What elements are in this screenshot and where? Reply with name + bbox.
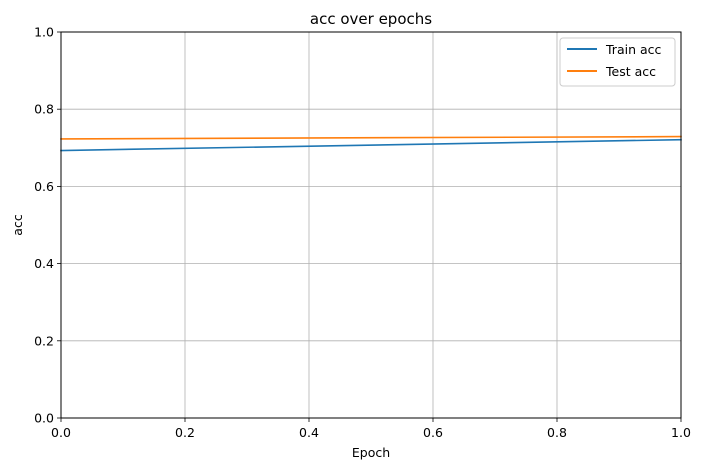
x-tick-label: 0.0	[51, 425, 71, 440]
y-tick-label: 0.0	[34, 411, 54, 426]
x-tick-label: 0.6	[423, 425, 443, 440]
plot-frame	[60, 31, 682, 419]
series-line-train-acc	[60, 138, 682, 152]
series-lines	[60, 135, 682, 152]
chart-title: acc over epochs	[310, 10, 432, 28]
x-axis-label: Epoch	[352, 445, 390, 460]
y-tick-label: 0.2	[34, 333, 54, 348]
y-tick-label: 1.0	[34, 25, 54, 40]
axis-ticks: 0.0 0.2 0.4 0.6 0.8 1.0 0.0 0.2 0.4 0.6 0.8 1.0	[34, 25, 691, 441]
y-tick-label: 0.8	[34, 102, 54, 117]
y-tick-label: 0.4	[34, 256, 54, 271]
legend-label-test: Test acc	[605, 64, 656, 79]
x-tick-label: 0.2	[175, 425, 195, 440]
x-tick-label: 0.8	[547, 425, 567, 440]
series-line-test-acc	[60, 135, 682, 140]
legend-label-train: Train acc	[605, 42, 661, 57]
x-tick-label: 1.0	[671, 425, 691, 440]
legend: Train acc Test acc	[559, 37, 676, 87]
y-axis-label: acc	[10, 214, 25, 236]
y-tick-label: 0.6	[34, 179, 54, 194]
grid	[60, 31, 682, 419]
x-tick-label: 0.4	[299, 425, 319, 440]
